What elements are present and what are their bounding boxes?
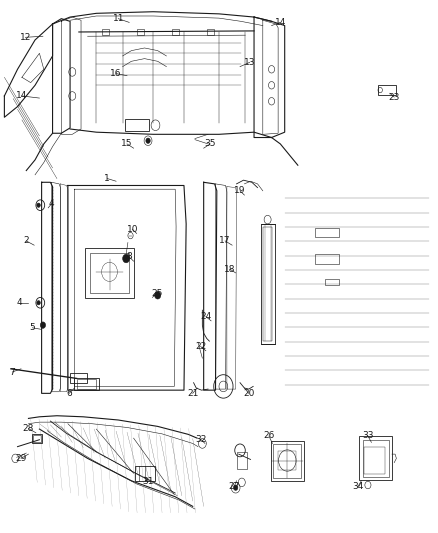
Bar [271,441,304,481]
Circle shape [123,254,130,263]
Text: 14: 14 [275,18,286,27]
Bar [325,279,339,285]
Bar [125,119,149,131]
Text: 20: 20 [243,389,254,398]
Circle shape [40,322,46,328]
Text: 15: 15 [121,140,133,148]
Bar [102,29,109,35]
Bar [315,254,339,264]
Text: 7: 7 [9,368,15,376]
Text: 12: 12 [20,33,31,42]
Bar [172,29,179,35]
Text: 22: 22 [195,342,206,351]
Text: 5: 5 [29,324,35,332]
Text: 31: 31 [142,478,154,486]
Text: 34: 34 [353,482,364,490]
Circle shape [233,485,238,490]
Text: 4: 4 [49,199,54,208]
Text: 33: 33 [362,432,374,440]
Bar [378,85,396,95]
Text: 14: 14 [16,92,28,100]
Bar [135,466,155,481]
Bar [263,227,272,341]
Text: 18: 18 [224,265,236,273]
Text: 32: 32 [195,435,206,443]
Bar [278,451,296,470]
Bar [33,435,41,442]
Text: 26: 26 [263,432,275,440]
Bar [90,253,129,293]
Text: 35: 35 [205,140,216,148]
Text: 4: 4 [17,298,22,307]
Bar [85,248,134,298]
Text: 27: 27 [229,482,240,490]
Text: 2: 2 [24,237,29,245]
Bar [70,373,87,383]
Text: 28: 28 [23,424,34,433]
Text: 25: 25 [151,289,162,297]
Bar [363,440,389,477]
Text: 13: 13 [244,58,255,67]
Text: 19: 19 [234,187,246,195]
Text: 8: 8 [126,253,132,261]
Text: 11: 11 [113,14,124,23]
Circle shape [146,138,150,143]
Text: 29: 29 [15,454,27,463]
Bar [32,434,42,443]
Bar [364,447,385,474]
Bar [77,379,96,389]
Bar [261,224,275,344]
Circle shape [155,292,161,299]
Text: 16: 16 [110,69,122,78]
Bar [273,444,301,478]
Bar [315,228,339,237]
Text: 1: 1 [104,174,110,183]
Bar [237,452,247,469]
Text: 24: 24 [200,312,212,321]
Text: 6: 6 [66,389,72,398]
Circle shape [37,301,40,305]
Circle shape [37,203,40,207]
Text: 10: 10 [127,225,138,233]
Bar [137,29,144,35]
Text: 21: 21 [187,389,198,398]
Text: 23: 23 [389,93,400,101]
Text: 17: 17 [219,237,231,245]
Bar [359,436,392,480]
Bar [207,29,214,35]
Bar [74,378,99,390]
